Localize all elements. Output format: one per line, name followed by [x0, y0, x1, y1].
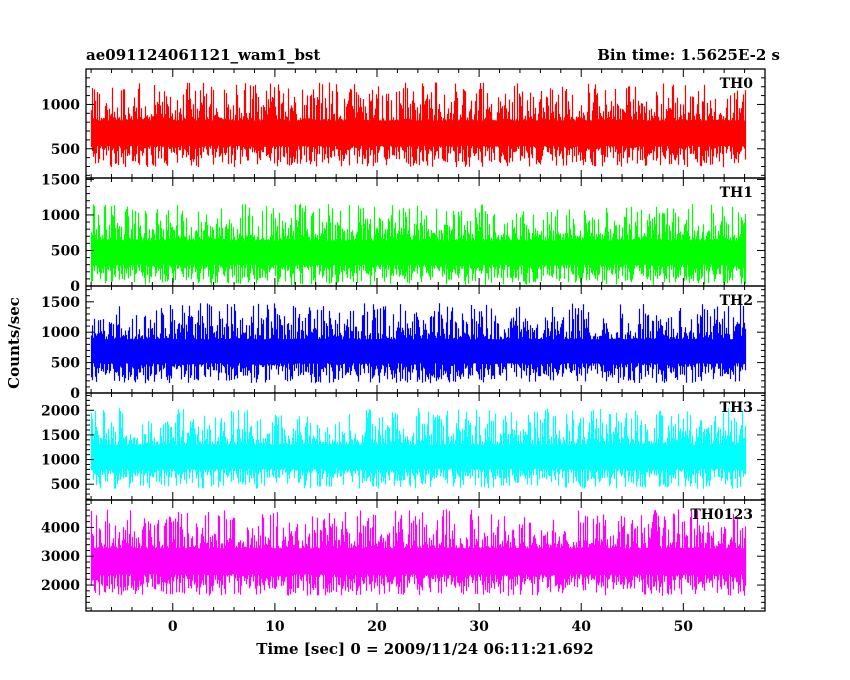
series-th0123-line [90, 509, 747, 596]
panel-th2: 0 500 1000 1500 TH2 [41, 285, 766, 402]
panel-th3: 500 1000 1500 2000 TH3 [41, 392, 766, 501]
y-tick-label: 0 [70, 279, 80, 295]
panel-label-th1: TH1 [720, 185, 753, 201]
x-tick-label: 40 [571, 619, 591, 635]
bin-time-label: Bin time: 1.5625E-2 s [597, 46, 780, 64]
y-tick-label: 500 [51, 142, 80, 158]
y-tick-label: 2000 [41, 403, 80, 419]
y-tick-label: 4000 [41, 520, 80, 536]
panel-label-th0: TH0 [720, 76, 754, 92]
series-th2-line [90, 303, 747, 384]
panel-label-th2: TH2 [720, 293, 753, 309]
x-tick-label: 0 [168, 619, 178, 635]
y-axis-label: Counts/sec [5, 297, 23, 389]
x-tick-label: 20 [367, 619, 387, 635]
series-th0-line [90, 82, 747, 168]
y-tick-label: 500 [51, 243, 80, 259]
y-tick-label: 500 [51, 356, 80, 372]
panel-th0: 500 1000 TH0 [41, 68, 766, 179]
panel-th0123: 2000 3000 4000 TH0123 [41, 499, 766, 612]
y-tick-label: 1500 [41, 428, 80, 444]
x-tick-label: 10 [265, 619, 285, 635]
y-tick-label: 1000 [41, 208, 80, 224]
y-tick-label: 1000 [41, 325, 80, 341]
x-tick-label: 50 [674, 619, 694, 635]
y-tick-label: 2000 [41, 578, 80, 594]
panel-frame [85, 499, 766, 612]
panel-label-th3: TH3 [720, 400, 753, 416]
series-th1-line [90, 203, 747, 285]
x-tick-label: 30 [469, 619, 489, 635]
series-th3-line [90, 408, 747, 489]
panel-th1: 0 500 1000 1500 TH1 [41, 172, 766, 295]
panel-label-th0123: TH0123 [690, 507, 753, 523]
y-tick-label: 1000 [41, 97, 80, 113]
y-tick-label: 1500 [41, 295, 80, 311]
x-axis: 0 10 20 30 40 50 [168, 619, 693, 635]
panels-group: 500 1000 TH0 0 500 1000 1500 TH1 0 500 1000 1500 TH2… [41, 68, 766, 612]
y-tick-label: 1500 [41, 172, 80, 188]
y-tick-label: 3000 [41, 549, 80, 565]
y-tick-label: 1000 [41, 453, 80, 469]
chart-title: ae091124061121_wam1_bst [86, 46, 320, 64]
y-tick-label: 500 [51, 477, 80, 493]
y-tick-label: 0 [70, 386, 80, 402]
x-axis-label: Time [sec] 0 = 2009/11/24 06:11:21.692 [256, 640, 593, 658]
